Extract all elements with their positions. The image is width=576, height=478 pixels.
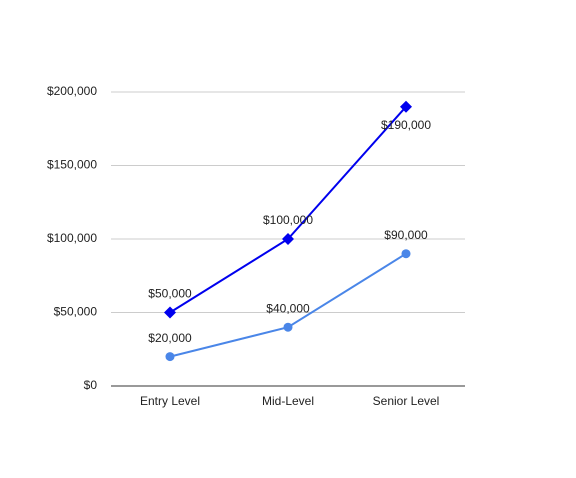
point-marker	[164, 306, 176, 319]
point-marker	[165, 352, 175, 362]
data-label: $20,000	[148, 331, 192, 345]
point-marker	[282, 233, 294, 245]
data-label: $40,000	[266, 301, 310, 315]
x-tick-label: Senior Level	[373, 394, 440, 408]
y-tick-label: $0	[84, 378, 98, 392]
point-marker	[400, 100, 412, 113]
y-tick-label: $200,000	[47, 84, 97, 98]
data-label: $190,000	[381, 118, 431, 132]
y-tick-label: $50,000	[54, 305, 98, 319]
y-tick-label: $150,000	[47, 158, 97, 172]
data-label: $90,000	[384, 228, 428, 242]
x-tick-label: Entry Level	[140, 394, 200, 408]
data-label: $100,000	[263, 213, 313, 227]
x-tick-label: Mid-Level	[262, 394, 314, 408]
y-tick-label: $100,000	[47, 231, 97, 245]
data-label: $50,000	[148, 287, 192, 301]
series-line	[169, 106, 407, 314]
point-marker	[401, 249, 411, 259]
point-marker	[283, 322, 293, 332]
